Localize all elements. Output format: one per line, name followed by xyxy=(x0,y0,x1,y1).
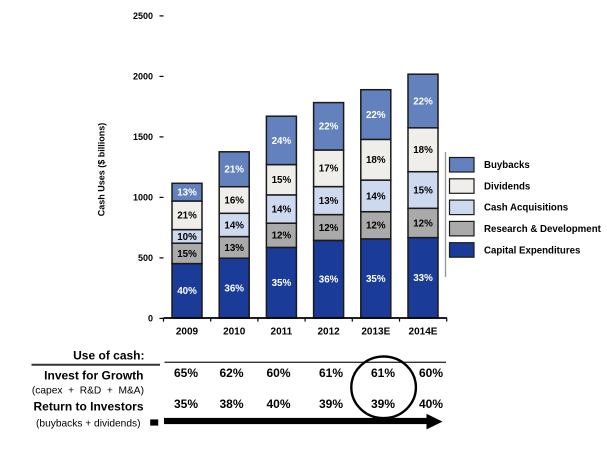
svg-text:13%: 13% xyxy=(177,188,197,199)
svg-text:500: 500 xyxy=(138,253,153,263)
svg-text:35%: 35% xyxy=(272,278,292,289)
svg-text:2000: 2000 xyxy=(133,72,153,82)
svg-text:0: 0 xyxy=(148,314,153,324)
svg-text:(capex + R&D + M&A): (capex + R&D + M&A) xyxy=(32,385,144,396)
svg-text:24%: 24% xyxy=(272,136,292,147)
svg-text:Cash Acquisitions: Cash Acquisitions xyxy=(484,203,568,214)
svg-text:14%: 14% xyxy=(272,204,292,215)
svg-text:38%: 38% xyxy=(219,397,243,411)
svg-text:35%: 35% xyxy=(366,274,386,285)
svg-text:61%: 61% xyxy=(371,366,395,380)
svg-text:22%: 22% xyxy=(366,110,386,121)
svg-text:17%: 17% xyxy=(319,164,339,175)
svg-text:2012: 2012 xyxy=(317,327,340,338)
svg-text:2500: 2500 xyxy=(133,11,153,21)
svg-text:2011: 2011 xyxy=(271,327,293,338)
svg-text:Buybacks: Buybacks xyxy=(484,160,530,171)
svg-text:2013E: 2013E xyxy=(361,327,390,338)
svg-text:Return to Investors: Return to Investors xyxy=(33,400,143,414)
svg-text:Research & Development: Research & Development xyxy=(484,224,602,235)
svg-text:1000: 1000 xyxy=(133,193,153,203)
svg-text:60%: 60% xyxy=(419,366,443,380)
svg-text:12%: 12% xyxy=(319,223,339,234)
svg-text:12%: 12% xyxy=(272,231,292,242)
svg-text:18%: 18% xyxy=(366,155,386,166)
svg-text:21%: 21% xyxy=(177,211,197,222)
svg-text:14%: 14% xyxy=(224,220,244,231)
svg-text:21%: 21% xyxy=(224,165,244,176)
svg-text:Invest for Growth: Invest for Growth xyxy=(44,368,143,382)
svg-text:10%: 10% xyxy=(177,232,197,243)
svg-text:40%: 40% xyxy=(419,397,443,411)
svg-text:22%: 22% xyxy=(413,96,433,107)
svg-text:15%: 15% xyxy=(413,185,433,196)
svg-text:Capital Expenditures: Capital Expenditures xyxy=(484,245,580,256)
svg-text:65%: 65% xyxy=(174,366,198,380)
svg-text:18%: 18% xyxy=(413,145,433,156)
svg-text:39%: 39% xyxy=(371,397,395,411)
svg-text:2014E: 2014E xyxy=(409,327,438,338)
svg-text:33%: 33% xyxy=(413,273,433,284)
svg-text:(buybacks + dividends): (buybacks + dividends) xyxy=(36,418,140,429)
svg-text:35%: 35% xyxy=(174,397,198,411)
svg-text:13%: 13% xyxy=(224,243,244,254)
svg-text:13%: 13% xyxy=(319,196,339,207)
svg-text:60%: 60% xyxy=(266,366,290,380)
svg-text:61%: 61% xyxy=(319,366,343,380)
svg-text:Dividends: Dividends xyxy=(484,181,530,192)
svg-text:14%: 14% xyxy=(366,191,386,202)
svg-text:12%: 12% xyxy=(413,218,433,229)
svg-text:16%: 16% xyxy=(224,195,244,206)
svg-text:15%: 15% xyxy=(177,249,197,260)
svg-text:12%: 12% xyxy=(366,221,386,232)
svg-text:15%: 15% xyxy=(272,175,292,186)
svg-text:2010: 2010 xyxy=(223,327,246,338)
svg-text:39%: 39% xyxy=(319,397,343,411)
svg-text:2009: 2009 xyxy=(176,327,199,338)
svg-text:62%: 62% xyxy=(219,366,243,380)
svg-text:36%: 36% xyxy=(224,284,244,295)
svg-text:1500: 1500 xyxy=(133,132,153,142)
svg-text:36%: 36% xyxy=(319,275,339,286)
svg-text:22%: 22% xyxy=(319,122,339,133)
svg-text:Cash Uses ($ billions): Cash Uses ($ billions) xyxy=(97,123,107,217)
svg-text:40%: 40% xyxy=(266,397,290,411)
svg-text:Use of cash:: Use of cash: xyxy=(73,349,144,363)
svg-text:40%: 40% xyxy=(177,286,197,297)
